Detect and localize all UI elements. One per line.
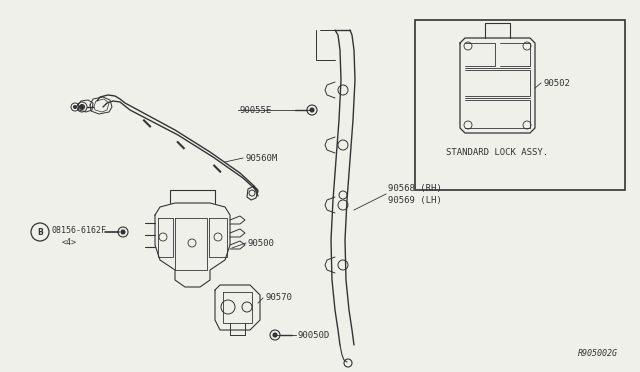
Text: 90050D: 90050D [298,330,330,340]
Text: 90570: 90570 [265,294,292,302]
Text: 90569 (LH): 90569 (LH) [388,196,442,205]
Text: STANDARD LOCK ASSY.: STANDARD LOCK ASSY. [446,148,548,157]
Text: 90500: 90500 [248,238,275,247]
Text: 90568 (RH): 90568 (RH) [388,183,442,192]
Text: 90560M: 90560M [245,154,277,163]
Text: 90502: 90502 [543,78,570,87]
Circle shape [273,333,277,337]
Circle shape [79,105,84,109]
Bar [415,20,625,190]
Text: R905002G: R905002G [578,349,618,358]
Circle shape [121,230,125,234]
Circle shape [310,108,314,112]
Text: 08156-6162F: 08156-6162F [52,225,107,234]
Text: <4>: <4> [62,237,77,247]
Circle shape [74,106,77,109]
Text: 90055E: 90055E [240,106,272,115]
Text: B: B [37,228,43,237]
